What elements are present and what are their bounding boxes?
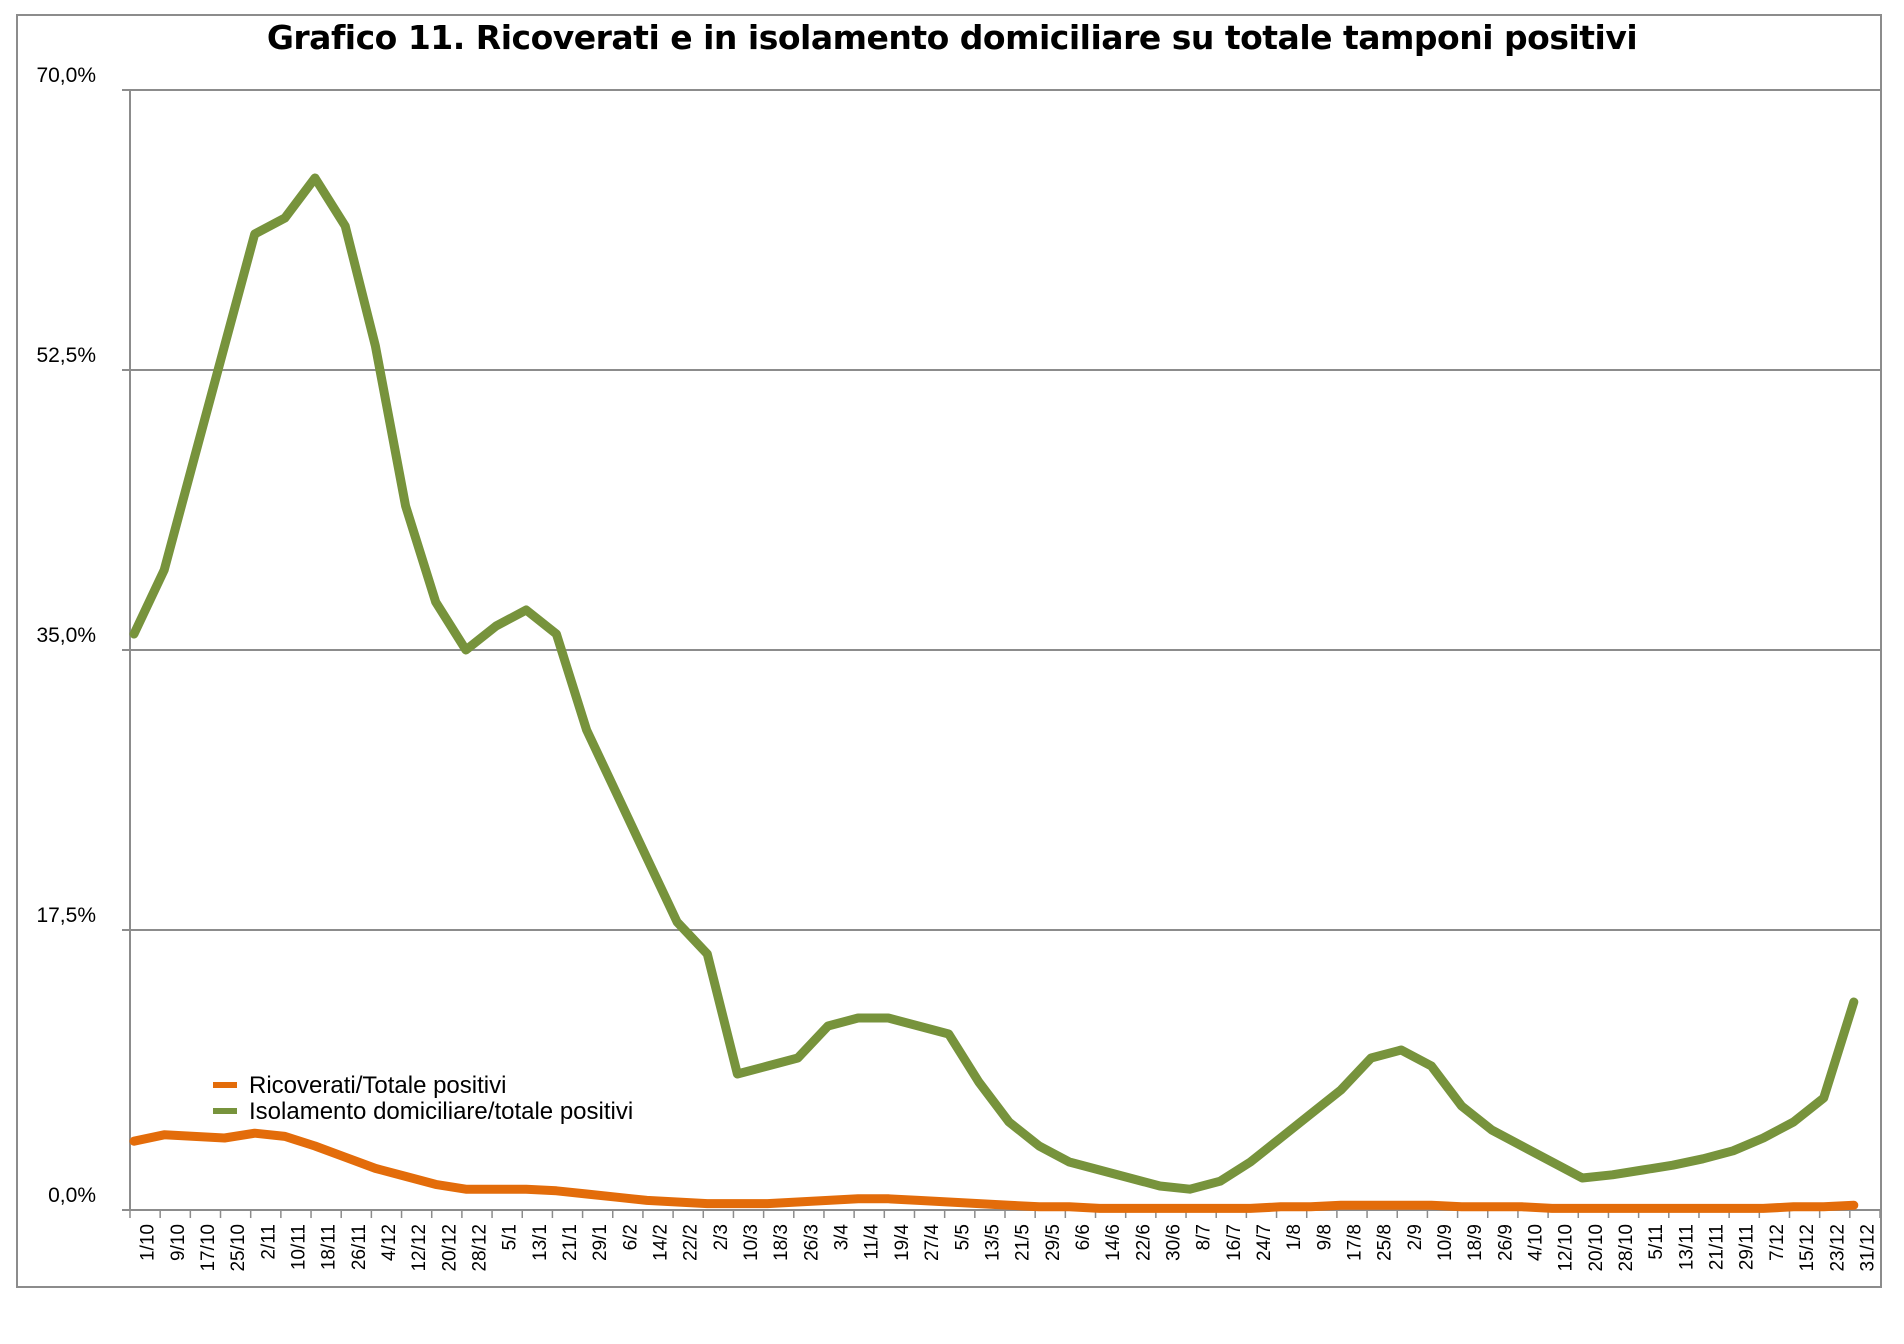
x-tick-label: 20/12 [439,1224,460,1272]
x-tick-label: 14/6 [1103,1224,1124,1261]
x-tick-label: 22/2 [681,1224,702,1261]
x-tick-label: 21/5 [1013,1224,1034,1261]
gridlines [130,89,1880,931]
x-tick-label: 26/3 [801,1224,822,1261]
x-tick-label: 6/6 [1073,1224,1094,1250]
x-tick-label: 9/10 [168,1224,189,1261]
y-tick-label: 17,5% [36,904,96,927]
x-tick-label: 18/11 [319,1224,340,1270]
x-tick-label: 1/8 [1284,1224,1305,1250]
legend-label: Ricoverati/Totale positivi [249,1072,506,1099]
x-tick-label: 13/1 [530,1224,551,1261]
x-tick-label: 7/12 [1767,1224,1788,1261]
x-tick-label: 17/8 [1344,1224,1365,1261]
y-tick-label: 70,0% [36,64,96,87]
x-tick-label: 29/1 [590,1224,611,1261]
chart-title: Grafico 11. Ricoverati e in isolamento d… [266,18,1638,57]
x-tick-label: 13/5 [982,1224,1003,1261]
x-tick-label: 17/10 [198,1224,219,1272]
x-tick-label: 25/10 [228,1224,249,1272]
x-tick-label: 13/11 [1676,1224,1697,1270]
x-tick-label: 2/3 [711,1224,732,1250]
x-tick-label: 31/12 [1857,1224,1878,1272]
x-tick-label: 30/6 [1163,1224,1184,1261]
x-tick-label: 5/11 [1646,1224,1667,1260]
y-tick-label: 52,5% [36,344,96,367]
x-tick-label: 12/10 [1556,1224,1577,1272]
x-tick-label: 26/9 [1495,1224,1516,1261]
series-lines [129,173,1859,1213]
x-tick-label: 4/12 [379,1224,400,1261]
series-line-1 [129,1128,1859,1213]
x-tick-label: 18/3 [771,1224,792,1261]
x-tick-label: 21/11 [1707,1224,1728,1270]
x-tick-label: 25/8 [1375,1224,1396,1261]
x-tick-label: 29/5 [1043,1224,1064,1261]
x-tick-label: 4/10 [1526,1224,1547,1261]
x-tick-label: 6/2 [620,1224,641,1250]
x-tick-label: 28/10 [1616,1224,1637,1272]
x-tick-label: 1/10 [138,1224,159,1261]
x-tick-label: 29/11 [1737,1224,1758,1270]
x-tick-label: 22/6 [1133,1224,1154,1261]
x-tick-label: 15/12 [1797,1224,1818,1272]
x-tick-label: 5/5 [952,1224,973,1250]
y-tick-label: 0,0% [48,1184,96,1207]
x-tick-label: 10/9 [1435,1224,1456,1261]
x-tick-label: 26/11 [349,1224,370,1270]
x-tick-label: 10/3 [741,1224,762,1261]
x-tick-label: 9/8 [1314,1224,1335,1250]
x-tick-label: 2/11 [258,1224,279,1260]
x-tick-label: 3/4 [832,1224,853,1251]
x-tick-label: 10/11 [288,1224,309,1270]
axes: 0,0% 17,5% 35,0% 52,5% 70,0% 1/10 9/10 17/10 25/… [36,64,1881,1272]
x-tick-label: 16/7 [1224,1224,1245,1261]
legend-label: Isolamento domiciliare/totale positivi [249,1098,633,1125]
x-tick-label: 8/7 [1194,1224,1215,1250]
y-tick-label: 35,0% [36,624,96,647]
x-tick-label: 24/7 [1254,1224,1275,1261]
x-tick-label: 23/12 [1827,1224,1848,1272]
x-tick-label: 21/1 [560,1224,581,1261]
x-tick-label: 19/4 [892,1224,913,1261]
x-tick-label: 27/4 [922,1224,943,1261]
x-tick-label: 20/10 [1586,1224,1607,1272]
x-tick-label: 2/9 [1405,1224,1426,1250]
x-tick-label: 12/12 [409,1224,430,1272]
series-line-2 [129,173,1859,1194]
x-tick-label: 5/1 [500,1224,521,1250]
x-tick-label: 11/4 [862,1224,883,1260]
x-tick-label: 14/2 [651,1224,672,1261]
x-tick-label: 28/12 [469,1224,490,1272]
x-tick-label: 18/9 [1465,1224,1486,1261]
